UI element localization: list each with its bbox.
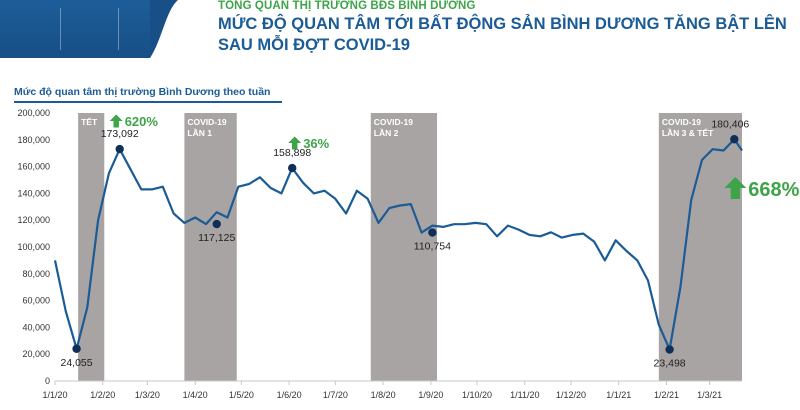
logo-banner (0, 0, 178, 58)
data-point (730, 135, 739, 144)
x-tick-label: 1/2/21 (654, 390, 679, 400)
y-tick-label: 160,000 (17, 162, 50, 172)
event-band (78, 113, 105, 381)
band-label: COVID-19 (374, 117, 413, 127)
y-tick-label: 140,000 (17, 188, 50, 198)
data-label: 158,898 (273, 147, 311, 159)
band-label: LẦN 2 (374, 128, 399, 138)
series-line (53, 138, 743, 351)
y-tick-label: 0 (45, 376, 50, 386)
percent-change-label: 620% (125, 114, 159, 129)
logo-divider (60, 8, 61, 50)
y-tick-label: 20,000 (22, 349, 50, 359)
data-label: 110,754 (414, 241, 451, 253)
event-band (184, 113, 237, 381)
header-swoosh (150, 0, 220, 62)
percent-change-label: 36% (303, 136, 329, 151)
y-tick-label: 200,000 (17, 108, 50, 118)
up-arrow-icon (109, 114, 123, 128)
x-tick-label: 1/10/20 (462, 390, 492, 400)
band-label: TẾT (81, 117, 98, 127)
x-tick-label: 1/12/20 (556, 390, 586, 400)
x-tick-label: 1/7/20 (323, 390, 348, 400)
x-tick-label: 1/9/20 (418, 390, 443, 400)
y-tick-label: 180,000 (17, 135, 50, 145)
data-point (288, 163, 297, 173)
x-tick-label: 1/8/20 (371, 390, 396, 400)
percent-change-label: 668% (748, 179, 799, 201)
y-tick-label: 40,000 (22, 322, 50, 332)
chart-subtitle: Mức độ quan tâm thị trường Bình Dương th… (14, 86, 271, 98)
data-label: 117,125 (198, 232, 235, 244)
x-tick-label: 1/1/20 (42, 390, 67, 400)
y-tick-label: 80,000 (22, 269, 50, 279)
subtitle-underline (14, 101, 282, 103)
x-tick-label: 1/1/21 (606, 390, 631, 400)
event-band (370, 113, 438, 381)
y-tick-label: 120,000 (17, 215, 50, 225)
data-point (72, 344, 81, 353)
x-tick-label: 1/3/20 (135, 390, 160, 400)
data-point (212, 219, 221, 229)
band-label: LẦN 1 (187, 128, 212, 138)
up-arrow-icon (288, 136, 302, 150)
logo-divider (118, 8, 119, 50)
data-label: 24,055 (61, 357, 93, 369)
data-label: 180,406 (711, 118, 749, 130)
y-tick-label: 60,000 (22, 296, 50, 306)
data-point (665, 345, 674, 354)
x-tick-label: 1/2/20 (90, 390, 115, 400)
band-label: LẦN 3 & TẾT (662, 128, 714, 138)
data-label: 173,092 (101, 128, 139, 140)
x-tick-label: 1/4/20 (183, 390, 208, 400)
header-kicker: TỔNG QUAN THỊ TRƯỜNG BĐS BÌNH DƯƠNG (218, 0, 476, 12)
data-label: 23,498 (654, 358, 686, 370)
y-tick-label: 100,000 (17, 242, 50, 252)
band-label: COVID-19 (662, 117, 701, 127)
x-tick-label: 1/5/20 (229, 390, 254, 400)
data-point (428, 228, 437, 237)
x-tick-label: 1/6/20 (277, 390, 302, 400)
band-label: COVID-19 (187, 117, 226, 127)
header: TỔNG QUAN THỊ TRƯỜNG BĐS BÌNH DƯƠNG MỨC … (0, 0, 800, 62)
data-point (115, 144, 124, 154)
page-title: MỨC ĐỘ QUAN TÂM TỚI BẤT ĐỘNG SẢN BÌNH DƯ… (218, 15, 787, 54)
x-tick-label: 1/3/21 (697, 390, 722, 400)
x-tick-label: 1/11/20 (510, 390, 539, 400)
up-arrow-icon (724, 177, 747, 199)
